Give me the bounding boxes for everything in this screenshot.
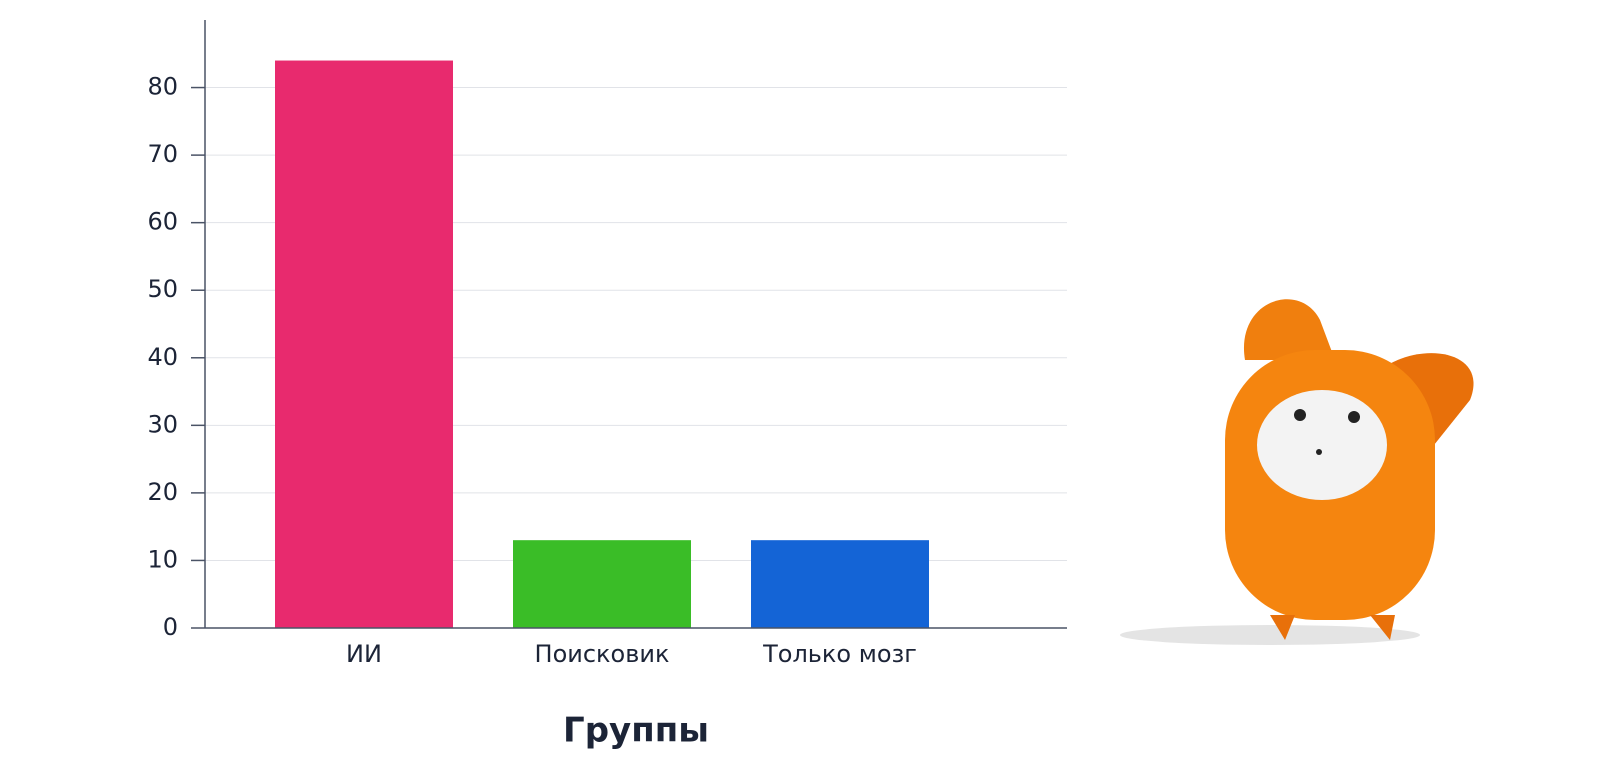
x-tick-label: Поисковик [535,640,670,668]
y-tick-label: 0 [163,613,178,641]
mascot [1120,299,1474,645]
y-tick-label: 10 [147,545,178,573]
y-tick-label: 80 [147,73,178,101]
y-tick-label: 50 [147,275,178,303]
y-tick-label: 70 [147,140,178,168]
y-tick-label: 60 [147,208,178,236]
y-tick-label: 20 [147,478,178,506]
bar [275,60,453,629]
x-tick-label: Только мозг [762,640,917,668]
bar [751,540,929,628]
x-axis-label: Группы [563,711,709,751]
x-tick-label: ИИ [346,640,382,668]
bar [513,540,691,628]
y-tick-label: 40 [147,343,178,371]
y-tick-label: 30 [147,410,178,438]
